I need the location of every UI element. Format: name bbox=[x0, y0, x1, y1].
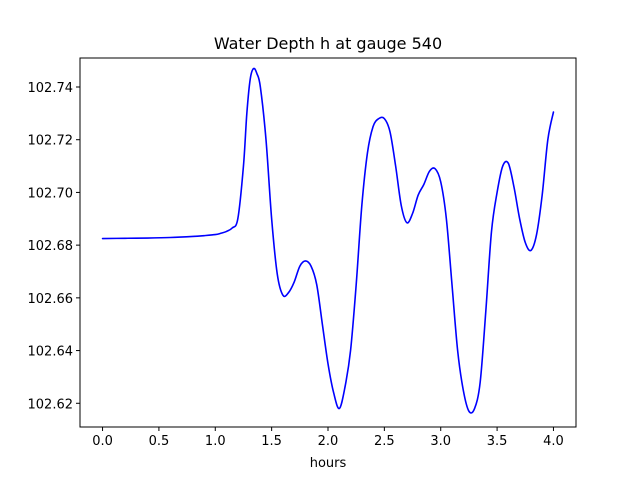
y-tick-label: 102.68 bbox=[28, 239, 74, 254]
x-tick-label: 0.5 bbox=[149, 434, 170, 449]
y-axis-ticks: 102.62 102.64 102.66 102.68 102.70 102.72 102.… bbox=[28, 81, 80, 412]
y-tick-label: 102.74 bbox=[28, 81, 74, 96]
y-tick-label: 102.70 bbox=[28, 186, 74, 201]
x-axis-ticks: 0.0 0.5 1.0 1.5 2.0 2.5 3.0 3.5 4.0 bbox=[92, 427, 564, 449]
x-axis-label: hours bbox=[310, 456, 347, 471]
x-tick-label: 3.0 bbox=[430, 434, 451, 449]
plot-frame bbox=[79, 57, 577, 428]
x-tick-label: 0.0 bbox=[92, 434, 113, 449]
plot-area bbox=[80, 58, 576, 427]
y-tick-label: 102.72 bbox=[28, 134, 74, 149]
x-tick-label: 2.5 bbox=[374, 434, 395, 449]
y-tick-label: 102.64 bbox=[28, 345, 74, 360]
x-tick-label: 1.5 bbox=[261, 434, 282, 449]
x-tick-label: 4.0 bbox=[543, 434, 564, 449]
series-line bbox=[101, 67, 555, 414]
x-tick-label: 2.0 bbox=[318, 434, 339, 449]
x-tick-label: 1.0 bbox=[205, 434, 226, 449]
x-tick-label: 3.5 bbox=[487, 434, 508, 449]
y-tick-label: 102.66 bbox=[28, 292, 74, 307]
y-tick-label: 102.62 bbox=[28, 397, 74, 412]
chart-title: Water Depth h at gauge 540 bbox=[214, 34, 442, 53]
